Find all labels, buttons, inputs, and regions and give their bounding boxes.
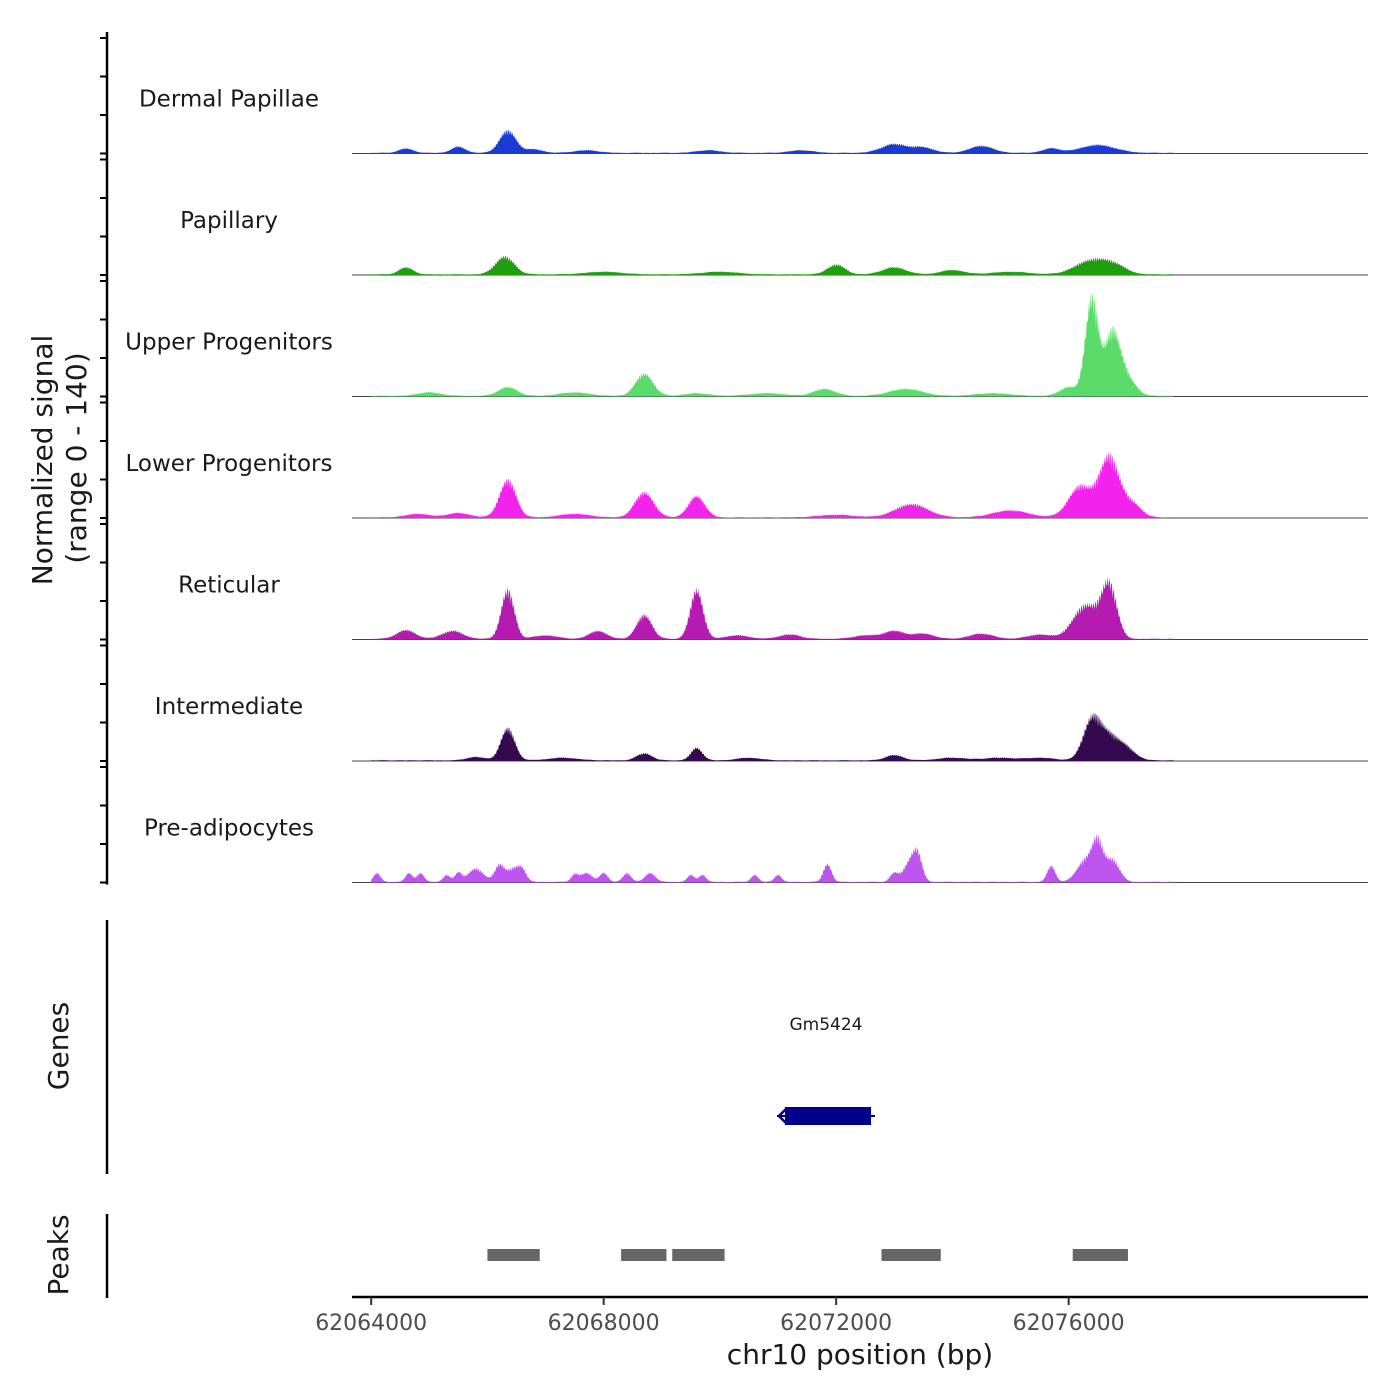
track-label: Pre-adipocytes: [144, 816, 314, 842]
coverage-tracks: Dermal Papillae Papillary Upper Progenitor…: [125, 87, 1368, 883]
x-tick-label: 62072000: [780, 1311, 892, 1336]
signal-area: [371, 833, 1174, 883]
track-reticular: Reticular: [178, 573, 1368, 640]
track-upper-progenitors: Upper Progenitors: [125, 291, 1368, 397]
signal-y-axis: [100, 32, 109, 885]
genes-track: Gm5424: [105, 920, 876, 1174]
peak-region: [672, 1249, 725, 1261]
track-label: Reticular: [178, 573, 280, 599]
track-label: Papillary: [180, 208, 278, 234]
signal-area: [371, 451, 1174, 518]
track-pre-adipocytes: Pre-adipocytes: [144, 816, 1368, 883]
x-axis-title: chr10 position (bp): [727, 1338, 993, 1371]
x-tick-label: 62068000: [548, 1311, 660, 1336]
track-label: Upper Progenitors: [125, 330, 333, 356]
gene-gm5424: Gm5424: [776, 1015, 876, 1125]
track-label: Lower Progenitors: [126, 451, 333, 477]
gene-label: Gm5424: [789, 1015, 862, 1035]
y-axis-title: Normalized signal: [26, 335, 59, 586]
peaks-track-label: Peaks: [42, 1214, 75, 1295]
signal-area: [371, 255, 1174, 275]
signal-area: [371, 291, 1174, 397]
gene-strand-arrow: [777, 1107, 788, 1125]
signal-area: [371, 576, 1174, 640]
track-label: Dermal Papillae: [139, 87, 319, 113]
y-axis-subtitle: (range 0 - 140): [60, 352, 93, 563]
x-axis: 62064000 62068000 62072000 62076000: [315, 1295, 1368, 1336]
peaks-track: [105, 1214, 1128, 1298]
track-lower-progenitors: Lower Progenitors: [126, 451, 1368, 519]
signal-area: [371, 129, 1174, 154]
track-intermediate: Intermediate: [155, 694, 1368, 762]
peak-region: [881, 1249, 941, 1261]
x-tick-label: 62076000: [1013, 1311, 1125, 1336]
x-tick-label: 62064000: [315, 1311, 427, 1336]
genes-track-label: Genes: [42, 1002, 75, 1090]
peak-region: [1072, 1249, 1128, 1261]
track-label: Intermediate: [155, 694, 303, 720]
signal-area: [371, 712, 1174, 761]
gene-exon: [784, 1107, 872, 1125]
peak-region: [621, 1249, 667, 1261]
track-dermal-papillae: Dermal Papillae: [139, 87, 1368, 154]
track-papillary: Papillary: [180, 208, 1368, 276]
peak-region: [487, 1249, 540, 1261]
